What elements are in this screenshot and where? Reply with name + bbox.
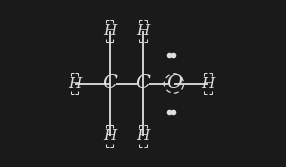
Text: C: C (136, 74, 150, 93)
Text: C: C (102, 74, 117, 93)
Text: O: O (166, 74, 182, 93)
Text: H: H (202, 76, 215, 91)
Text: H: H (68, 76, 81, 91)
Text: H: H (103, 24, 116, 38)
Text: H: H (103, 129, 116, 143)
Text: H: H (136, 24, 150, 38)
Text: H: H (136, 129, 150, 143)
